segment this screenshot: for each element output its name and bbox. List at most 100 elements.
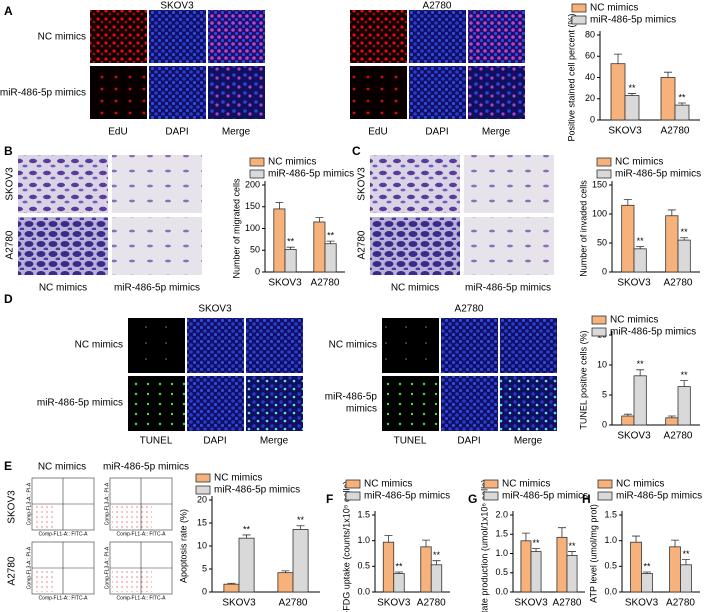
panel-letter: H (582, 492, 591, 506)
error-bar (678, 102, 686, 106)
bar (382, 541, 395, 593)
bar (284, 248, 297, 273)
bar (520, 540, 532, 593)
column-label: miR-486-5p mimics (114, 283, 200, 294)
micrograph (500, 376, 557, 431)
error-bar (242, 534, 251, 539)
y-tick-label: 1.0 (357, 535, 370, 545)
column-label: NC mimics (39, 283, 87, 294)
error-bar (642, 571, 651, 574)
legend-label: NC mimics (268, 157, 316, 168)
x-tick-label: A2780 (666, 598, 695, 609)
error-bar (671, 539, 680, 547)
bar (630, 541, 642, 593)
micrograph (149, 66, 206, 119)
error-bar (532, 548, 541, 552)
bar (556, 536, 568, 593)
micrograph (441, 318, 498, 373)
error-bar (227, 582, 236, 585)
error-bar (628, 93, 636, 96)
bar (393, 573, 405, 593)
y-tick-label: 0.5 (604, 561, 617, 571)
legend-label: miR-486-5p mimics (590, 15, 676, 26)
legend-swatch (249, 169, 265, 179)
error-bar (636, 246, 645, 249)
y-tick-label: 2.0 (495, 509, 508, 519)
error-bar (664, 71, 672, 78)
column-label: NC mimics (38, 462, 86, 473)
significance: ** (433, 550, 441, 560)
micrograph (464, 155, 554, 213)
bar (677, 386, 691, 426)
panel-letter: D (4, 292, 13, 306)
micrograph (441, 376, 498, 431)
row-label: SKOV3 (357, 167, 368, 201)
x-tick-label: A2780 (417, 598, 446, 609)
y-tick-label: 0.0 (604, 586, 617, 596)
micrograph (382, 376, 439, 431)
error-bar (384, 535, 393, 543)
column-label: DAPI (165, 127, 188, 138)
legend-label: NC mimics (616, 479, 664, 490)
error-bar (680, 380, 689, 387)
error-bar (296, 525, 305, 530)
legend-label: NC mimics (214, 473, 262, 484)
x-tick-label: A2780 (664, 278, 693, 289)
y-tick-label: 40 (585, 72, 595, 82)
error-bar (632, 535, 641, 543)
error-bar (521, 532, 530, 541)
bar (633, 248, 647, 273)
x-tick-label: SKOV3 (608, 126, 642, 137)
x-tick-label: A2780 (661, 126, 690, 137)
y-tick-label: 0.5 (495, 567, 508, 577)
flow-dots (34, 504, 56, 528)
legend-swatch (596, 157, 612, 167)
row-label: A2780 (5, 230, 16, 259)
micrograph (500, 318, 557, 373)
y-axis-label: Number of migrated cells (231, 178, 241, 279)
y-tick-label: 0 (202, 586, 207, 596)
significance: ** (643, 561, 651, 571)
error-bar (275, 202, 284, 209)
significance: ** (637, 359, 645, 369)
column-label: TUNEL (394, 436, 427, 447)
bar (624, 95, 640, 121)
row-label: mimics (346, 404, 377, 415)
micrograph (128, 318, 185, 373)
significance: ** (395, 561, 403, 571)
flow-axis-label: Comp-FL1-A:: FITC-A (117, 595, 167, 601)
micrograph (128, 376, 185, 431)
legend-label: NC mimics (590, 3, 638, 14)
bar (621, 204, 635, 273)
x-tick-label: A2780 (553, 598, 582, 609)
micrograph (409, 66, 466, 119)
row-label: miR-486-5p (325, 392, 378, 403)
bar (313, 221, 326, 273)
flow-axis-label: Comp-FL3-A:: PI-A (26, 482, 32, 525)
flow-axis-label: Comp-FL1-A:: FITC-A (39, 531, 89, 537)
significance: ** (533, 538, 541, 548)
column-label: miR-486-5p mimics (103, 462, 189, 473)
group-label: A2780 (423, 1, 452, 12)
micrograph (112, 217, 202, 275)
legend-swatch (483, 491, 499, 501)
error-bar (681, 559, 690, 565)
column-label: NC mimics (391, 283, 439, 294)
error-bar (614, 53, 622, 64)
legend-swatch (597, 491, 613, 501)
y-tick-label: 20 (197, 494, 207, 504)
error-bar (326, 240, 335, 244)
legend-swatch (596, 169, 612, 179)
error-bar (667, 209, 676, 216)
row-label: miR-486-5p mimics (0, 88, 86, 99)
bar (324, 243, 337, 273)
micrograph (208, 66, 265, 119)
micrograph (208, 10, 265, 63)
flow-axis-label: Comp-FL1-A:: FITC-A (117, 531, 167, 537)
legend-label: miR-486-5p mimics (610, 327, 696, 338)
x-tick-label: SKOV3 (268, 278, 302, 289)
flow-axis-label: Comp-FL3-A:: PI-A (104, 546, 110, 589)
legend-label: miR-486-5p mimics (268, 169, 354, 180)
y-tick-label: 5 (602, 389, 607, 399)
